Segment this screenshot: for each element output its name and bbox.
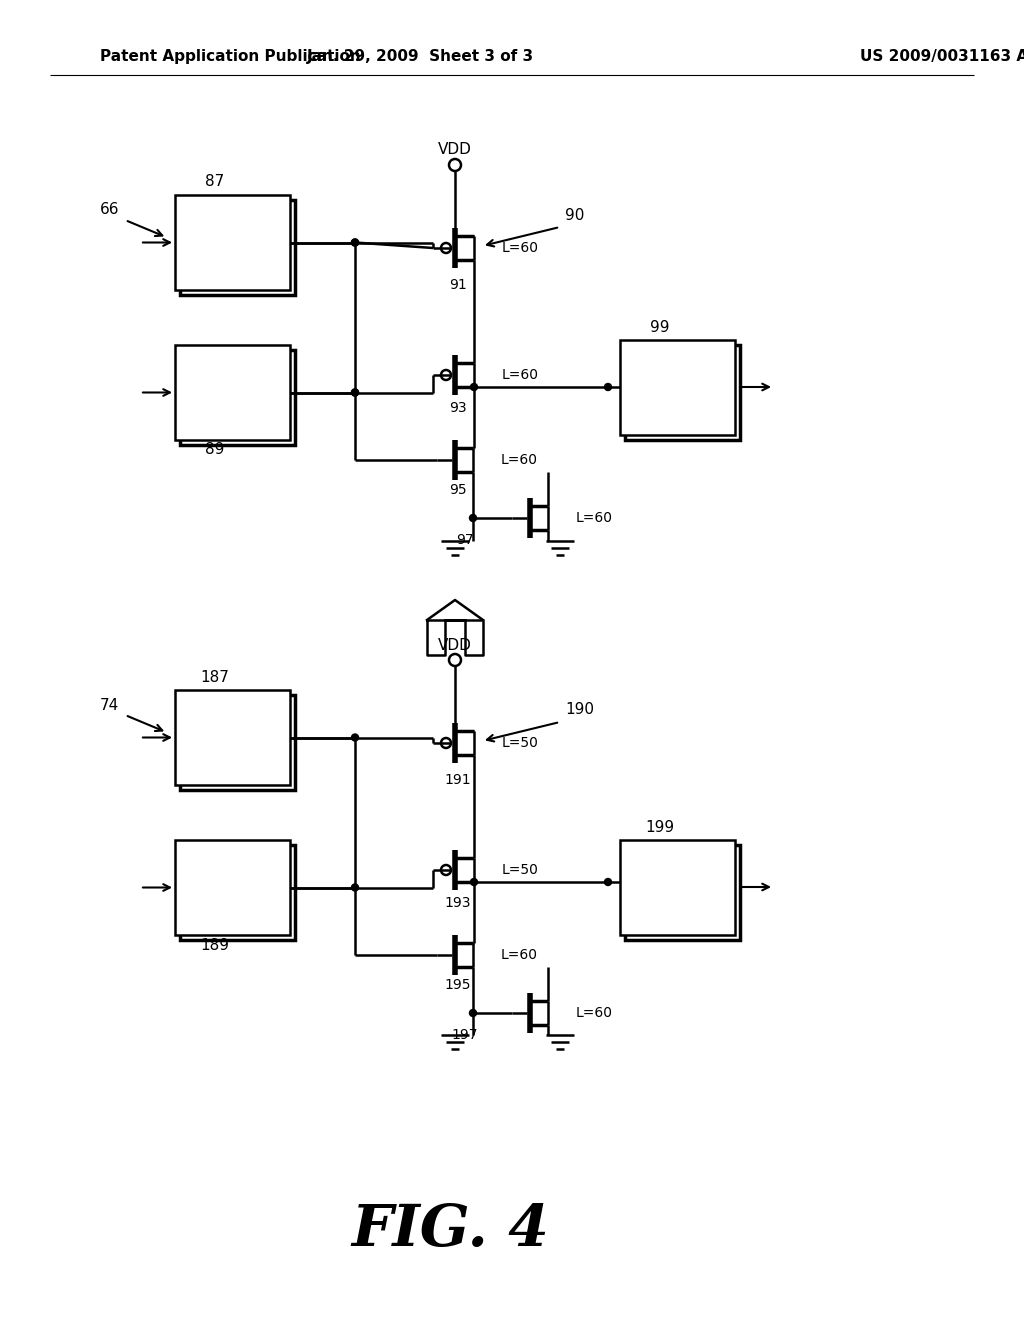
Text: 187: 187 (201, 669, 229, 685)
Text: 191: 191 (444, 774, 471, 787)
Text: L=50: L=50 (502, 863, 539, 876)
Text: L=50: L=50 (502, 737, 539, 750)
Circle shape (470, 879, 477, 886)
Text: 189: 189 (201, 937, 229, 953)
Text: 66: 66 (100, 202, 120, 218)
Bar (180, 350, 295, 445)
Bar (175, 345, 290, 440)
Text: 97: 97 (456, 533, 474, 546)
Circle shape (469, 515, 476, 521)
Text: VDD: VDD (438, 638, 472, 652)
Text: FIG. 4: FIG. 4 (351, 1201, 549, 1258)
Text: 197: 197 (452, 1028, 478, 1041)
Text: 95: 95 (450, 483, 467, 498)
Text: US 2009/0031163 A1: US 2009/0031163 A1 (860, 49, 1024, 65)
Circle shape (351, 239, 358, 246)
Bar (625, 345, 740, 440)
Text: 193: 193 (444, 896, 471, 909)
Text: L=60: L=60 (502, 368, 539, 381)
Text: L=60: L=60 (501, 453, 538, 467)
Text: 93: 93 (450, 401, 467, 414)
Bar (180, 201, 295, 294)
Circle shape (351, 389, 358, 396)
Text: 99: 99 (650, 321, 670, 335)
Circle shape (604, 879, 611, 886)
Text: Jan. 29, 2009  Sheet 3 of 3: Jan. 29, 2009 Sheet 3 of 3 (306, 49, 534, 65)
Text: 74: 74 (100, 697, 119, 713)
Text: Patent Application Publication: Patent Application Publication (100, 49, 360, 65)
Circle shape (470, 384, 477, 391)
Circle shape (351, 734, 358, 741)
Circle shape (604, 384, 611, 391)
Text: L=60: L=60 (502, 242, 539, 255)
Text: 87: 87 (206, 174, 224, 190)
Bar (175, 840, 290, 935)
Text: 89: 89 (206, 442, 224, 458)
Text: 199: 199 (645, 821, 675, 836)
Bar (180, 845, 295, 940)
Text: 190: 190 (565, 702, 594, 718)
Text: VDD: VDD (438, 143, 472, 157)
Text: 195: 195 (444, 978, 471, 993)
Circle shape (469, 1010, 476, 1016)
Bar (620, 840, 735, 935)
Text: 90: 90 (565, 207, 585, 223)
Bar (175, 195, 290, 290)
Text: 91: 91 (450, 279, 467, 292)
Circle shape (351, 389, 358, 396)
Bar (175, 690, 290, 785)
Text: L=60: L=60 (575, 511, 613, 525)
Bar (620, 341, 735, 436)
Bar (625, 845, 740, 940)
Text: L=60: L=60 (501, 948, 538, 962)
Text: L=60: L=60 (575, 1006, 613, 1020)
Circle shape (351, 239, 358, 246)
Circle shape (351, 884, 358, 891)
Bar (180, 696, 295, 789)
